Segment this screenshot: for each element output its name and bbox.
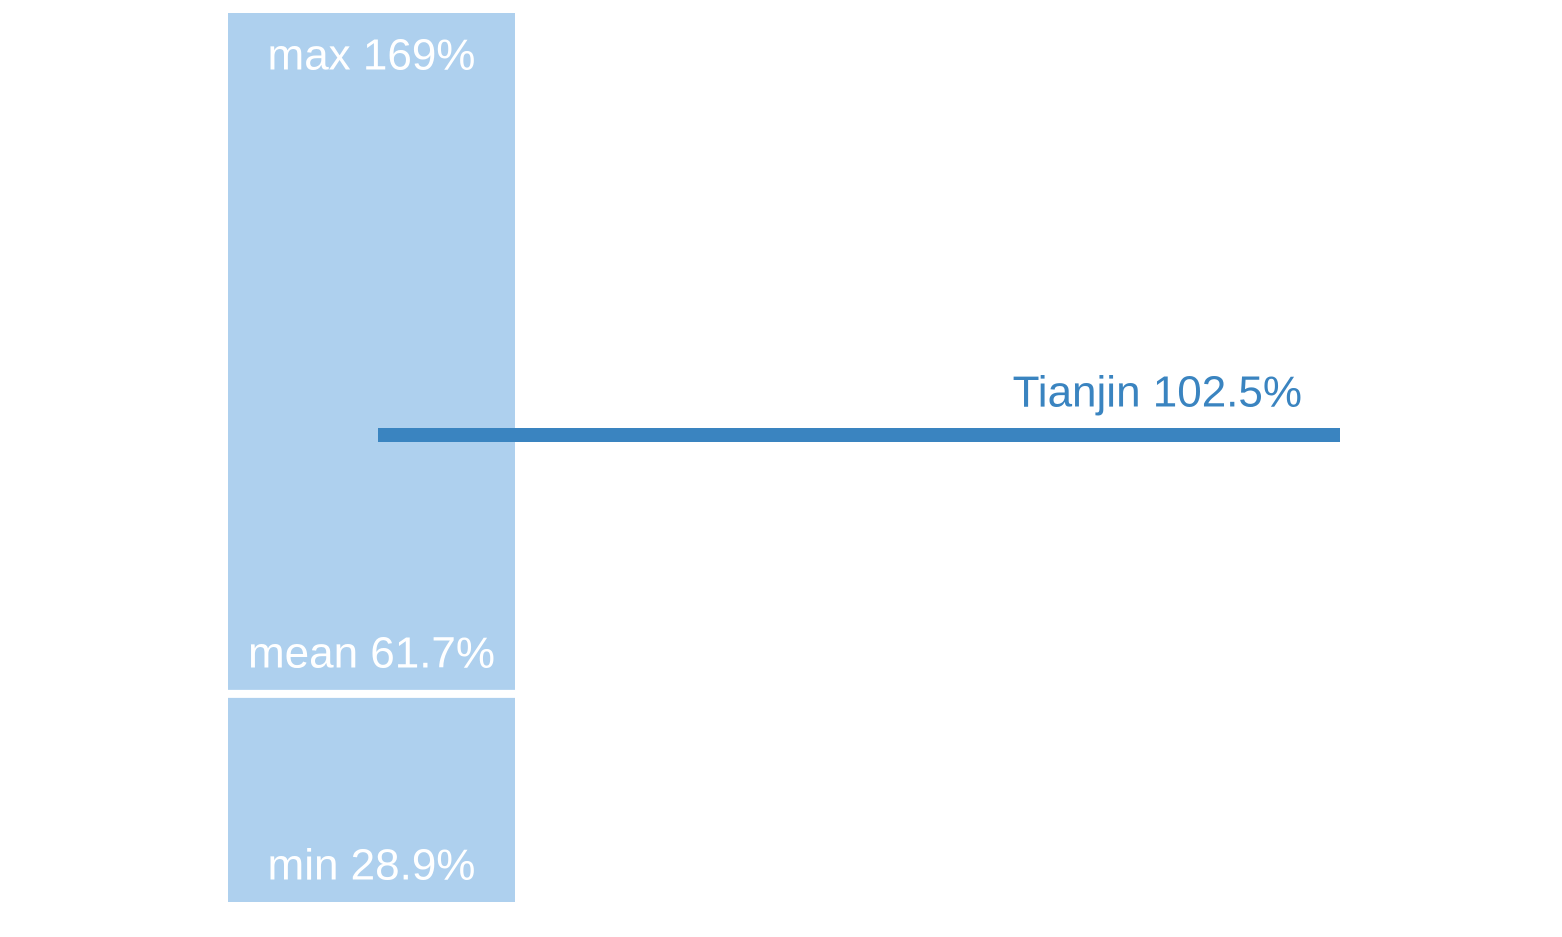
mean-label: mean 61.7%: [248, 628, 495, 677]
range-bar: [228, 13, 515, 902]
max-label: max 169%: [268, 31, 476, 80]
min-label: min 28.9%: [268, 841, 476, 890]
highlight-label: Tianjin 102.5%: [1013, 368, 1302, 417]
